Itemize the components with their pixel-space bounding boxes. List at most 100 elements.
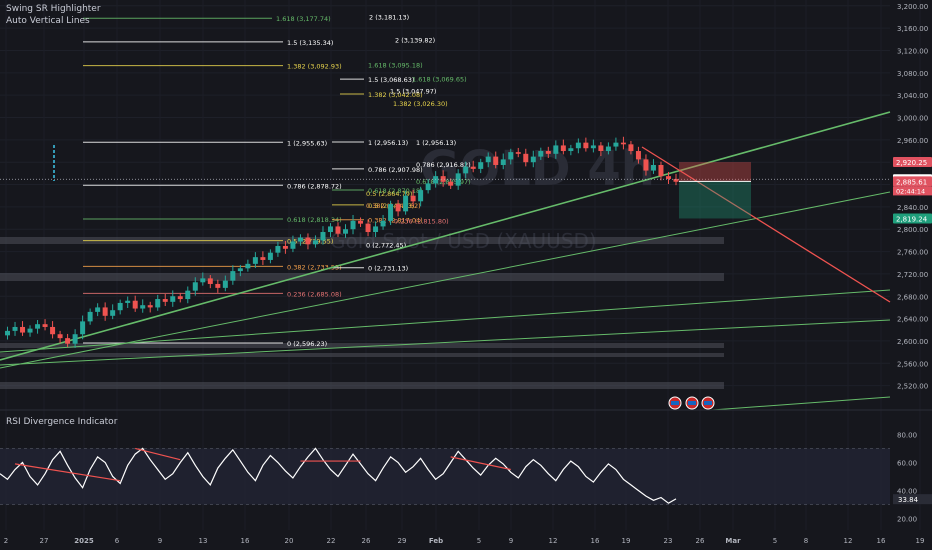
fib-label: 1.618 (3,095.18) (368, 61, 423, 69)
candle-body (12, 326, 18, 331)
candle-body (410, 195, 416, 202)
candle-body (162, 299, 168, 302)
candle-body (455, 173, 461, 186)
fib-label: 1.5 (3,047.97) (390, 88, 436, 96)
fib-label: 1 (2,956.13) (416, 139, 456, 147)
candle-body (470, 166, 476, 169)
candle-body (673, 178, 679, 182)
candle-body (530, 156, 536, 163)
candle-body (260, 257, 266, 260)
candle-body (335, 226, 341, 234)
price-candles (0, 136, 890, 348)
price-tick-label: 3,080.00 (897, 70, 928, 78)
candle-body (418, 190, 424, 202)
candle-body (102, 307, 108, 316)
rsi-tick-label: 80.00 (897, 431, 917, 439)
candle-body (140, 305, 146, 309)
candle-body (650, 164, 656, 171)
candle-body (177, 296, 183, 300)
candle-body (373, 226, 379, 233)
position-tool[interactable] (679, 162, 751, 219)
fib-label: 0.236 (2,685.08) (287, 290, 342, 298)
candle-body (95, 307, 101, 312)
candle-body (80, 321, 86, 335)
candle-body (395, 204, 401, 212)
fib-label: 0.786 (2,916.82) (416, 161, 471, 169)
price-tick-label: 3,040.00 (897, 92, 928, 100)
time-tick-label: 13 (199, 537, 208, 545)
price-label-box (893, 157, 932, 168)
rsi-last-box (893, 494, 932, 505)
candle-body (245, 263, 251, 269)
rsi-last-value: 33.84 (898, 496, 919, 504)
candle-body (200, 278, 206, 283)
candle-body (613, 142, 619, 147)
candle-body (282, 245, 288, 249)
indicator-label-auto-vertical[interactable]: Auto Vertical Lines (6, 16, 90, 26)
fib-label: 0.618 (2,870.18) (368, 187, 423, 195)
fib-label: 1.382 (3,092.93) (287, 63, 342, 71)
candle-body (320, 232, 326, 241)
bearish-divergence-line (450, 456, 511, 471)
candle-body (192, 282, 198, 291)
fib-label: 1.382 (3,026.30) (393, 100, 448, 108)
candle-body (433, 176, 439, 184)
indicator-label-rsi[interactable]: RSI Divergence Indicator (6, 417, 118, 427)
fib-label: 0 (2,731.13) (368, 265, 408, 273)
candle-body (665, 176, 671, 179)
countdown-text: 02:44:14 (896, 187, 925, 195)
candle-body (305, 237, 311, 245)
time-tick-label: 2 (4, 537, 8, 545)
time-tick-label: 12 (549, 537, 558, 545)
candle-body (87, 311, 93, 322)
candle-body (388, 204, 394, 221)
candle-body (380, 220, 386, 227)
time-tick-label: 5 (773, 537, 777, 545)
candle-body (170, 296, 176, 302)
time-tick-label: Feb (429, 537, 443, 545)
price-tick-label: 2,800.00 (897, 226, 928, 234)
candle-body (365, 223, 371, 233)
fib-label: 0.786 (2,878.72) (287, 182, 342, 190)
price-label-text: 2,819.24 (896, 215, 928, 223)
price-tick-label: 3,000.00 (897, 115, 928, 123)
fib-label: 1.5 (3,135.34) (287, 39, 333, 47)
candle-body (560, 145, 566, 152)
candle-body (267, 252, 273, 260)
fib-label: 0.236 (2,815.80) (394, 217, 449, 225)
economic-event-icons[interactable] (668, 396, 715, 410)
price-tick-label: 2,640.00 (897, 316, 928, 324)
candle-body (125, 300, 131, 303)
trendline-resistance (641, 146, 891, 303)
rsi-tick-label: 40.00 (897, 488, 917, 496)
candle-body (35, 324, 41, 329)
time-tick-label: 6 (115, 537, 120, 545)
sr-zone (0, 382, 724, 389)
price-tick-label: 2,840.00 (897, 204, 928, 212)
candle-body (327, 226, 333, 233)
bearish-divergence-line (135, 447, 181, 461)
us-flag-event-icon (688, 401, 696, 405)
candle-body (590, 145, 596, 149)
indicator-label-swing-sr[interactable]: Swing SR Highlighter (6, 4, 101, 14)
sr-zone (0, 343, 724, 348)
trendlines (0, 111, 891, 411)
time-tick-label: 26 (696, 537, 705, 545)
candle-body (358, 220, 364, 224)
candle-body (42, 324, 48, 327)
price-label-text: 2,885.61 (896, 178, 927, 186)
price-label-box (893, 176, 932, 187)
rsi-pane: 80.00 60.00 40.00 20.00 33.84 (0, 431, 932, 524)
trendline-support (711, 396, 891, 411)
trendline-support (0, 191, 891, 369)
candle-body (500, 159, 506, 165)
candle-body (545, 151, 551, 154)
candle-body (132, 300, 138, 309)
time-tick-label: 16 (241, 537, 250, 545)
candle-body (215, 283, 221, 288)
time-axis[interactable]: 2 27 2025 6 9 13 16 20 22 26 29 Feb 5 9 12 16 19 23 26 Mar 5… (4, 537, 925, 545)
fibonacci-levels: 1.618 (3,177.74) 2 (3,181.13) 1.5 (3,135.3… (83, 13, 471, 348)
time-tick-label: Mar (725, 537, 741, 545)
candle-body (117, 302, 123, 311)
